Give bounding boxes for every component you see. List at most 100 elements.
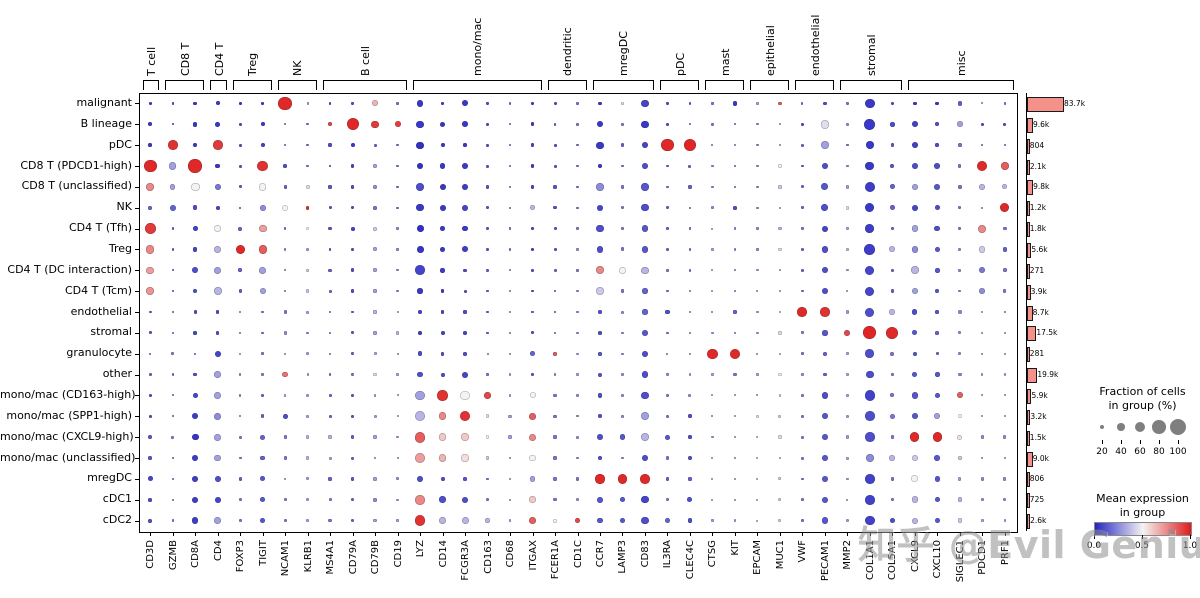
dot [168,162,177,170]
col-tick [555,532,556,536]
dot [801,373,804,376]
count-bar [1027,347,1030,363]
dot [282,371,288,378]
dot [711,227,714,230]
dot [463,330,467,335]
dot [147,476,153,482]
dot [414,431,426,443]
dot [576,268,579,272]
dot [957,456,962,460]
dot [461,517,469,524]
dot [530,143,535,147]
colorbar-tick [1190,535,1191,539]
dot [845,456,849,460]
dot [778,206,782,209]
dot [462,204,469,211]
dot [395,331,400,335]
dot [576,289,579,293]
dot [710,122,714,126]
dot [889,309,896,315]
dot [688,310,692,314]
dot [981,352,984,355]
dot [171,519,174,522]
colorbar [1094,522,1192,536]
dot [530,185,535,189]
gene-group-bracket [210,80,227,90]
dot [864,473,875,484]
dot [641,225,649,232]
dot [485,518,490,523]
dot [351,352,354,356]
size-legend-title-line1: Fraction of cells [1099,385,1186,398]
dot [598,351,602,356]
row-label: CD4 T (Tfh) [68,221,132,235]
dot [935,331,940,335]
dot [800,414,804,418]
dot [911,287,919,295]
dot [733,394,736,397]
dot [553,289,557,293]
dot [911,142,918,149]
dot [215,163,221,169]
col-tick [442,532,444,536]
gene-label: CLEC4C [684,540,696,580]
dot [148,205,153,210]
dot [283,123,287,126]
dot [863,326,877,340]
gene-group-label: mono/mac [471,17,485,76]
dot [576,248,579,251]
plot-frame [139,93,1018,533]
dot [756,331,759,334]
dot [192,226,198,231]
dot [801,102,804,105]
dot [215,121,221,127]
row-tick [135,103,139,105]
dot [1002,226,1007,231]
count-bar [1027,263,1030,279]
col-tick [240,532,242,536]
count-bar [1027,222,1030,238]
gene-label: CD79B [370,540,382,575]
dot [865,453,875,463]
dot [733,227,737,230]
dot [801,164,804,168]
dot [619,497,626,503]
dot [283,164,287,168]
dot [260,455,265,461]
dot [618,266,627,275]
dot [711,248,714,251]
dot [617,474,628,484]
count-label: 271 [1029,265,1045,275]
dot [576,227,579,230]
dot [821,204,829,212]
dot [733,205,737,210]
dot [756,269,759,272]
dot [462,163,469,169]
dot [597,517,603,524]
dot [845,373,849,377]
row-tick [135,124,139,126]
dot [890,268,894,272]
dot [687,518,693,523]
dot [576,185,579,189]
dot [261,373,265,377]
dot [890,122,895,127]
row-label: mono/mac (SPP1-high) [6,408,132,422]
dot [508,164,512,168]
dot [846,227,849,230]
dot [416,245,424,253]
dot [463,143,467,147]
dot [596,141,604,149]
dot [215,205,220,210]
dot [958,164,962,168]
dot [486,331,489,335]
dot [981,143,984,147]
col-tick [914,532,916,536]
dot [641,142,648,149]
dot [778,498,782,502]
size-legend-ticklabel: 80 [1153,447,1165,457]
dot [979,288,986,294]
dot [1001,162,1009,170]
dot [214,350,221,357]
gene-label: MUC1 [774,540,786,570]
